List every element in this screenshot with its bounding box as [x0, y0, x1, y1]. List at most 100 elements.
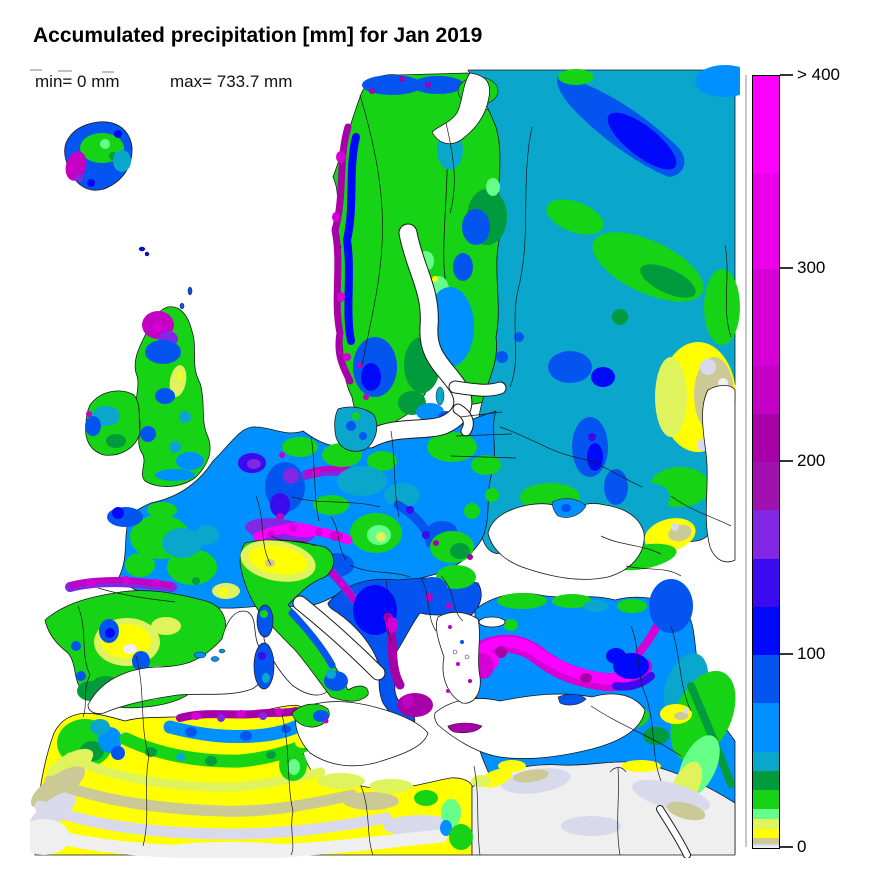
- russia-green-band: [546, 199, 604, 235]
- land-denmark: [334, 406, 378, 452]
- country-border: [310, 435, 320, 522]
- country-border: [645, 695, 662, 782]
- sahara-lavender-band: [34, 800, 392, 840]
- aegean-island-dot: [468, 679, 472, 683]
- black-sea: [487, 503, 645, 580]
- russia-green-east: [704, 269, 740, 345]
- norway-coast-magenta-band: [331, 123, 354, 385]
- peloponnese-magenta: [397, 693, 433, 717]
- libya-blue-dot: [440, 820, 452, 836]
- denmark-blue-dot: [359, 432, 367, 440]
- dinaric-magenta-dot: [339, 582, 345, 588]
- france-green: [125, 553, 155, 577]
- carpathian-blue-arc: [393, 500, 435, 548]
- colorbar-segment: [753, 703, 779, 752]
- aegean-island-dot: [464, 654, 470, 660]
- aegean-island-dot: [448, 625, 452, 629]
- country-border: [360, 785, 374, 856]
- faroe-islands: [144, 251, 150, 257]
- country-border: [270, 535, 316, 547]
- apennine-blue-band: [288, 609, 336, 669]
- sea-of-marmara: [478, 616, 506, 628]
- country-border: [625, 565, 682, 577]
- carpathian-violet-dot: [422, 531, 430, 539]
- po-valley-yellow: [248, 545, 308, 575]
- morocco-teal: [90, 719, 110, 735]
- russia-green-corner: [558, 69, 594, 85]
- map-svg: [18, 65, 755, 860]
- france-darkgreen-dot: [192, 577, 200, 585]
- turkey-scoast-dark-spot: [580, 673, 592, 683]
- south-norway-magenta-dot: [363, 394, 369, 400]
- colorbar-segment: [753, 828, 779, 839]
- ngermany-green: [282, 437, 318, 457]
- england-teal-dot: [169, 441, 181, 453]
- colorbar-tick-label: 300: [797, 258, 826, 277]
- alps-dark-dot: [289, 524, 297, 532]
- colorbar: [752, 75, 780, 849]
- east-mediterranean: [434, 693, 646, 759]
- alps-dark-dot: [315, 528, 323, 536]
- finland-mint: [486, 178, 500, 196]
- faroe-islands: [138, 246, 146, 252]
- colorbar-edge-line: [745, 75, 747, 847]
- colorbar-segment: [753, 269, 779, 366]
- denmark-green-dot: [352, 412, 360, 420]
- adriatic-water: [293, 596, 385, 680]
- norway-coast-dot: [332, 212, 340, 222]
- land-italy: [239, 539, 369, 702]
- egypt-lavender-arc: [561, 816, 621, 836]
- country-border: [445, 122, 455, 214]
- gotland: [435, 386, 445, 406]
- poland-teal: [384, 483, 420, 507]
- country-border: [609, 767, 627, 773]
- country-border: [600, 535, 662, 555]
- france-teal: [195, 525, 219, 545]
- algeria-coast-magenta: [176, 707, 300, 722]
- algeria-darkgreen-dot: [266, 751, 276, 759]
- libya-yellowgreen: [369, 779, 413, 793]
- corsica-green-dot: [260, 610, 268, 618]
- belarus-green: [427, 432, 477, 462]
- algeria-darkgreen-dot: [145, 747, 157, 757]
- france-teal: [162, 528, 202, 558]
- country-border: [617, 767, 621, 856]
- brittany-royal: [112, 507, 124, 519]
- volga-violet-dot: [588, 433, 596, 441]
- normandy-green: [147, 502, 177, 518]
- norway-coast-dot: [337, 292, 345, 302]
- colorbar-segment: [753, 462, 779, 511]
- carpathian-violet-dot: [406, 506, 414, 514]
- country-border: [450, 455, 517, 459]
- balearic-island: [193, 651, 207, 659]
- algeria-magenta-dot: [236, 710, 246, 718]
- sahara-white-blob: [150, 842, 310, 860]
- colorbar-segment: [753, 751, 779, 771]
- iraq-khaki: [674, 712, 688, 720]
- gulf-of-riga-water: [453, 404, 473, 436]
- country-border: [590, 705, 682, 757]
- balearic-island: [218, 648, 226, 654]
- bulgaria-magenta-dot: [446, 603, 452, 609]
- algeria-teal-dot: [176, 753, 186, 761]
- alps-dark-dot: [267, 530, 275, 538]
- orkney: [179, 302, 185, 310]
- colorbar-segment: [753, 76, 779, 173]
- iberia-blue: [132, 651, 150, 671]
- libya-green: [449, 824, 473, 850]
- s-england-blue: [155, 469, 195, 481]
- country-border: [473, 765, 481, 856]
- algeria-purple-dot: [259, 712, 267, 720]
- nengland-yellowgreen: [169, 365, 187, 397]
- benelux-purple-core: [247, 459, 261, 469]
- arctic-coast-blue: [362, 75, 422, 95]
- russia-se-dry-lavender: [700, 359, 716, 375]
- colorbar-segment: [753, 413, 779, 462]
- volga-blue: [604, 469, 628, 505]
- syria-darkgreen: [643, 727, 669, 745]
- aegean-island-dot: [460, 640, 464, 644]
- austria-green: [313, 495, 349, 515]
- russia-blue-blob: [462, 209, 490, 245]
- czech-magenta-dot: [312, 469, 320, 477]
- hungary-yellowgreen: [376, 532, 386, 542]
